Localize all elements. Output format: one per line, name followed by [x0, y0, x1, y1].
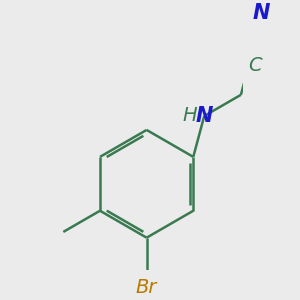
Text: N: N [252, 3, 270, 23]
Text: C: C [248, 56, 262, 75]
Text: Br: Br [136, 278, 157, 297]
Text: N: N [196, 106, 213, 126]
Text: H: H [182, 106, 197, 125]
